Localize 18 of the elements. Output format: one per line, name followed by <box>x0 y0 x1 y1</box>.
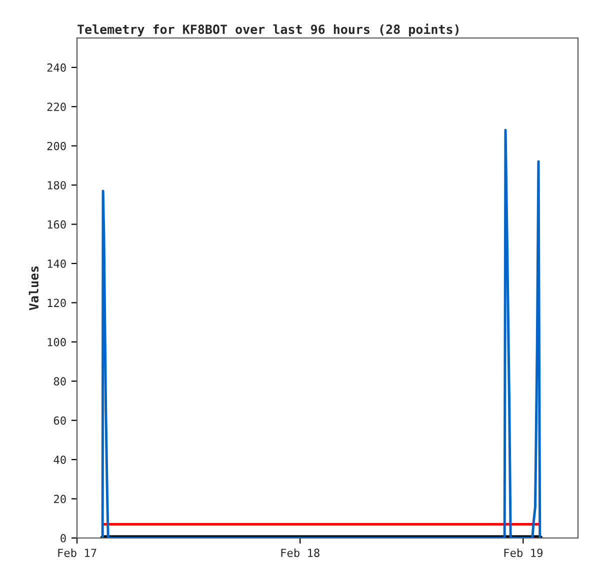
y-tick-label: 80 <box>54 377 66 386</box>
y-tick-label: 140 <box>48 259 66 268</box>
y-tick-label: 240 <box>47 63 66 72</box>
y-tick-label: 100 <box>48 338 66 346</box>
y-axis-title: Values <box>28 266 39 310</box>
x-tick-label: Feb 18 <box>281 548 320 558</box>
chart-title: Telemetry for KF8BOT over last 96 hours (28 points) <box>78 24 458 36</box>
y-tick-label: 200 <box>47 142 66 150</box>
y-tick-label: 40 <box>54 456 66 464</box>
y-tick-label: 60 <box>54 416 66 425</box>
y-tick-label: 180 <box>48 181 66 190</box>
y-tick-label: 160 <box>48 220 66 229</box>
y-tick-label: 0 <box>60 534 66 542</box>
y-tick-label: 120 <box>48 298 66 308</box>
x-tick-label: Feb 17 <box>58 548 96 558</box>
y-tick-label: 20 <box>54 494 66 504</box>
x-tick-label: Feb 19 <box>504 548 542 558</box>
y-tick-label: 220 <box>47 102 66 112</box>
